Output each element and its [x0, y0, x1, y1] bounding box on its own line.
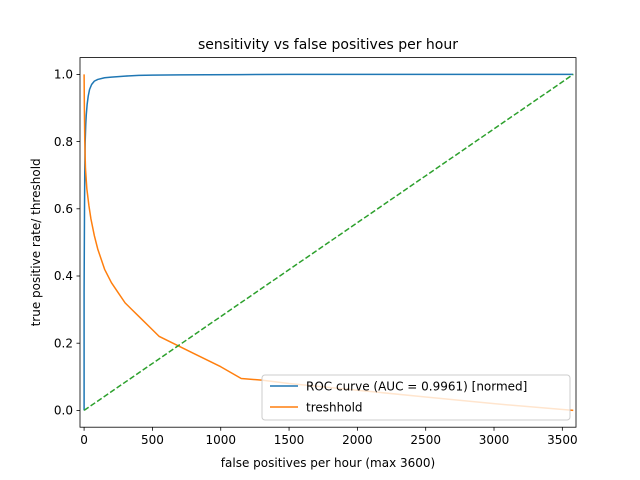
- legend-box: [261, 374, 571, 421]
- y-tick-label: 0.6: [54, 202, 73, 216]
- y-tick-label: 0.8: [54, 135, 73, 149]
- legend-label-threshold: treshhold: [306, 401, 363, 415]
- y-ticks: 0.0 0.2 0.4 0.6 0.8 1.0: [54, 68, 80, 418]
- series-line-diagonal: [83, 73, 574, 412]
- x-tick-label: 2500: [410, 433, 441, 447]
- y-tick-label: 0.2: [54, 336, 73, 350]
- y-tick-label: 1.0: [54, 68, 73, 82]
- chart-title: sensitivity vs false positives per hour: [198, 37, 458, 53]
- axes-frame: [79, 57, 577, 428]
- y-tick-label: 0.4: [54, 269, 73, 283]
- legend: ROC curve (AUC = 0.9961) [normed] treshh…: [261, 374, 571, 421]
- x-axis-label: false positives per hour (max 3600): [221, 456, 435, 470]
- x-tick-label: 1500: [274, 433, 305, 447]
- x-ticks: 0 500 1000 1500 2000 2500 3000 3500: [80, 427, 578, 447]
- x-tick-label: 500: [141, 433, 164, 447]
- y-tick-label: 0.0: [54, 404, 73, 418]
- x-tick-label: 2000: [342, 433, 373, 447]
- x-tick-label: 0: [80, 433, 88, 447]
- x-tick-label: 3000: [479, 433, 510, 447]
- x-tick-label: 1000: [205, 433, 236, 447]
- legend-label-roc: ROC curve (AUC = 0.9961) [normed]: [306, 380, 527, 394]
- y-axis-label: true positive rate/ threshold: [29, 158, 43, 326]
- x-tick-label: 3500: [547, 433, 578, 447]
